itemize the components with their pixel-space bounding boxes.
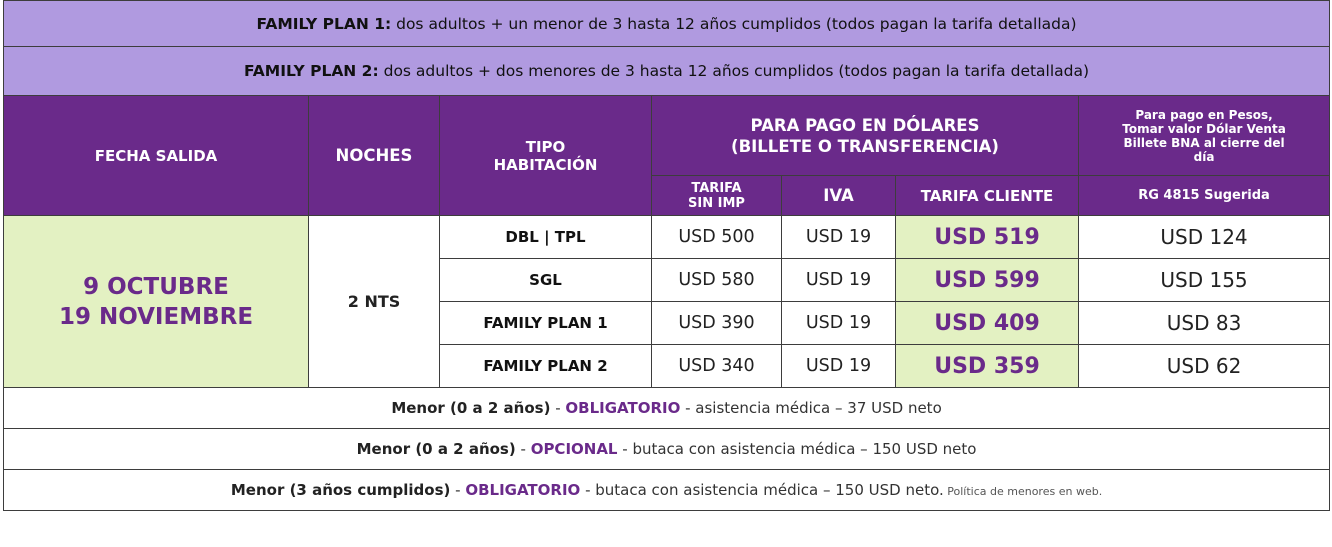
iva-value: USD 19 [781, 215, 896, 259]
rg-sugerida-value: USD 124 [1077, 215, 1331, 259]
header-rg-4815: RG 4815 Sugerida [1077, 175, 1331, 216]
table-row: FAMILY PLAN 1 USD 390 USD 19 USD 409 USD… [4, 301, 1331, 345]
rg-sugerida-value: USD 62 [1077, 344, 1331, 388]
header-pago-dolares: PARA PAGO EN DÓLARES (BILLETE O TRANSFERE… [651, 95, 1079, 176]
room-type: FAMILY PLAN 2 [439, 344, 652, 388]
nights-value: 2 NTS [308, 215, 440, 388]
iva-value: USD 19 [781, 344, 896, 388]
header-pago-pesos: Para pago en Pesos, Tomar valor Dólar Ven… [1077, 95, 1331, 176]
family-plan-2-row: FAMILY PLAN 2: dos adultos + dos menores… [2, 46, 1331, 96]
room-type: DBL | TPL [439, 215, 652, 259]
note-menor-opcional: Menor (0 a 2 años) - OPCIONAL - butaca c… [2, 428, 1331, 470]
rg-sugerida-value: USD 155 [1077, 258, 1331, 302]
tarifa-cliente-value: USD 409 [895, 301, 1079, 345]
header-tarifa-sin-imp: TARIFA SIN IMP [651, 175, 782, 216]
family-plan-1-label: FAMILY PLAN 1: [256, 14, 392, 33]
tarifa-sin-imp-value: USD 500 [651, 215, 782, 259]
table-row: FAMILY PLAN 2 USD 340 USD 19 USD 359 USD… [4, 344, 1331, 388]
tarifa-cliente-value: USD 359 [895, 344, 1079, 388]
room-type: SGL [439, 258, 652, 302]
header-iva: IVA [781, 175, 896, 216]
rates-table: FAMILY PLAN 1: dos adultos + un menor de… [2, 0, 1331, 511]
header-tipo-habitacion: TIPO HABITACIÓN [439, 95, 652, 216]
note-menor-asistencia: Menor (0 a 2 años) - OBLIGATORIO - asist… [2, 387, 1331, 429]
tarifa-cliente-value: USD 599 [895, 258, 1079, 302]
header-tarifa-cliente: TARIFA CLIENTE [895, 175, 1079, 216]
header-noches: NOCHES [308, 95, 440, 216]
header-fecha-salida: FECHA SALIDA [3, 95, 309, 216]
tarifa-sin-imp-value: USD 340 [651, 344, 782, 388]
table-row: 9 OCTUBRE 19 NOVIEMBRE 2 NTS DBL | TPL US… [3, 215, 1331, 388]
table-row: SGL USD 580 USD 19 USD 599 USD 155 [4, 258, 1331, 302]
note-menor-3-anos: Menor (3 años cumplidos) - OBLIGATORIO -… [2, 469, 1331, 511]
rates-document: FAMILY PLAN 1: dos adultos + un menor de… [2, 0, 1331, 511]
family-plan-2-label: FAMILY PLAN 2: [244, 62, 379, 80]
departure-dates: 9 OCTUBRE 19 NOVIEMBRE [3, 215, 309, 388]
family-plan-2-text: dos adultos + dos menores de 3 hasta 12 … [378, 62, 1090, 80]
politica-menores-note: Política de menores en web. [943, 485, 1103, 498]
tarifa-sin-imp-value: USD 390 [651, 301, 782, 345]
iva-value: USD 19 [781, 258, 896, 302]
iva-value: USD 19 [781, 301, 896, 345]
rg-sugerida-value: USD 83 [1077, 301, 1331, 345]
family-plan-1-text: dos adultos + un menor de 3 hasta 12 año… [391, 14, 1077, 33]
room-type: FAMILY PLAN 1 [439, 301, 652, 345]
tarifa-cliente-value: USD 519 [895, 215, 1079, 259]
family-plan-1-row: FAMILY PLAN 1: dos adultos + un menor de… [2, 0, 1331, 47]
tarifa-sin-imp-value: USD 580 [651, 258, 782, 302]
